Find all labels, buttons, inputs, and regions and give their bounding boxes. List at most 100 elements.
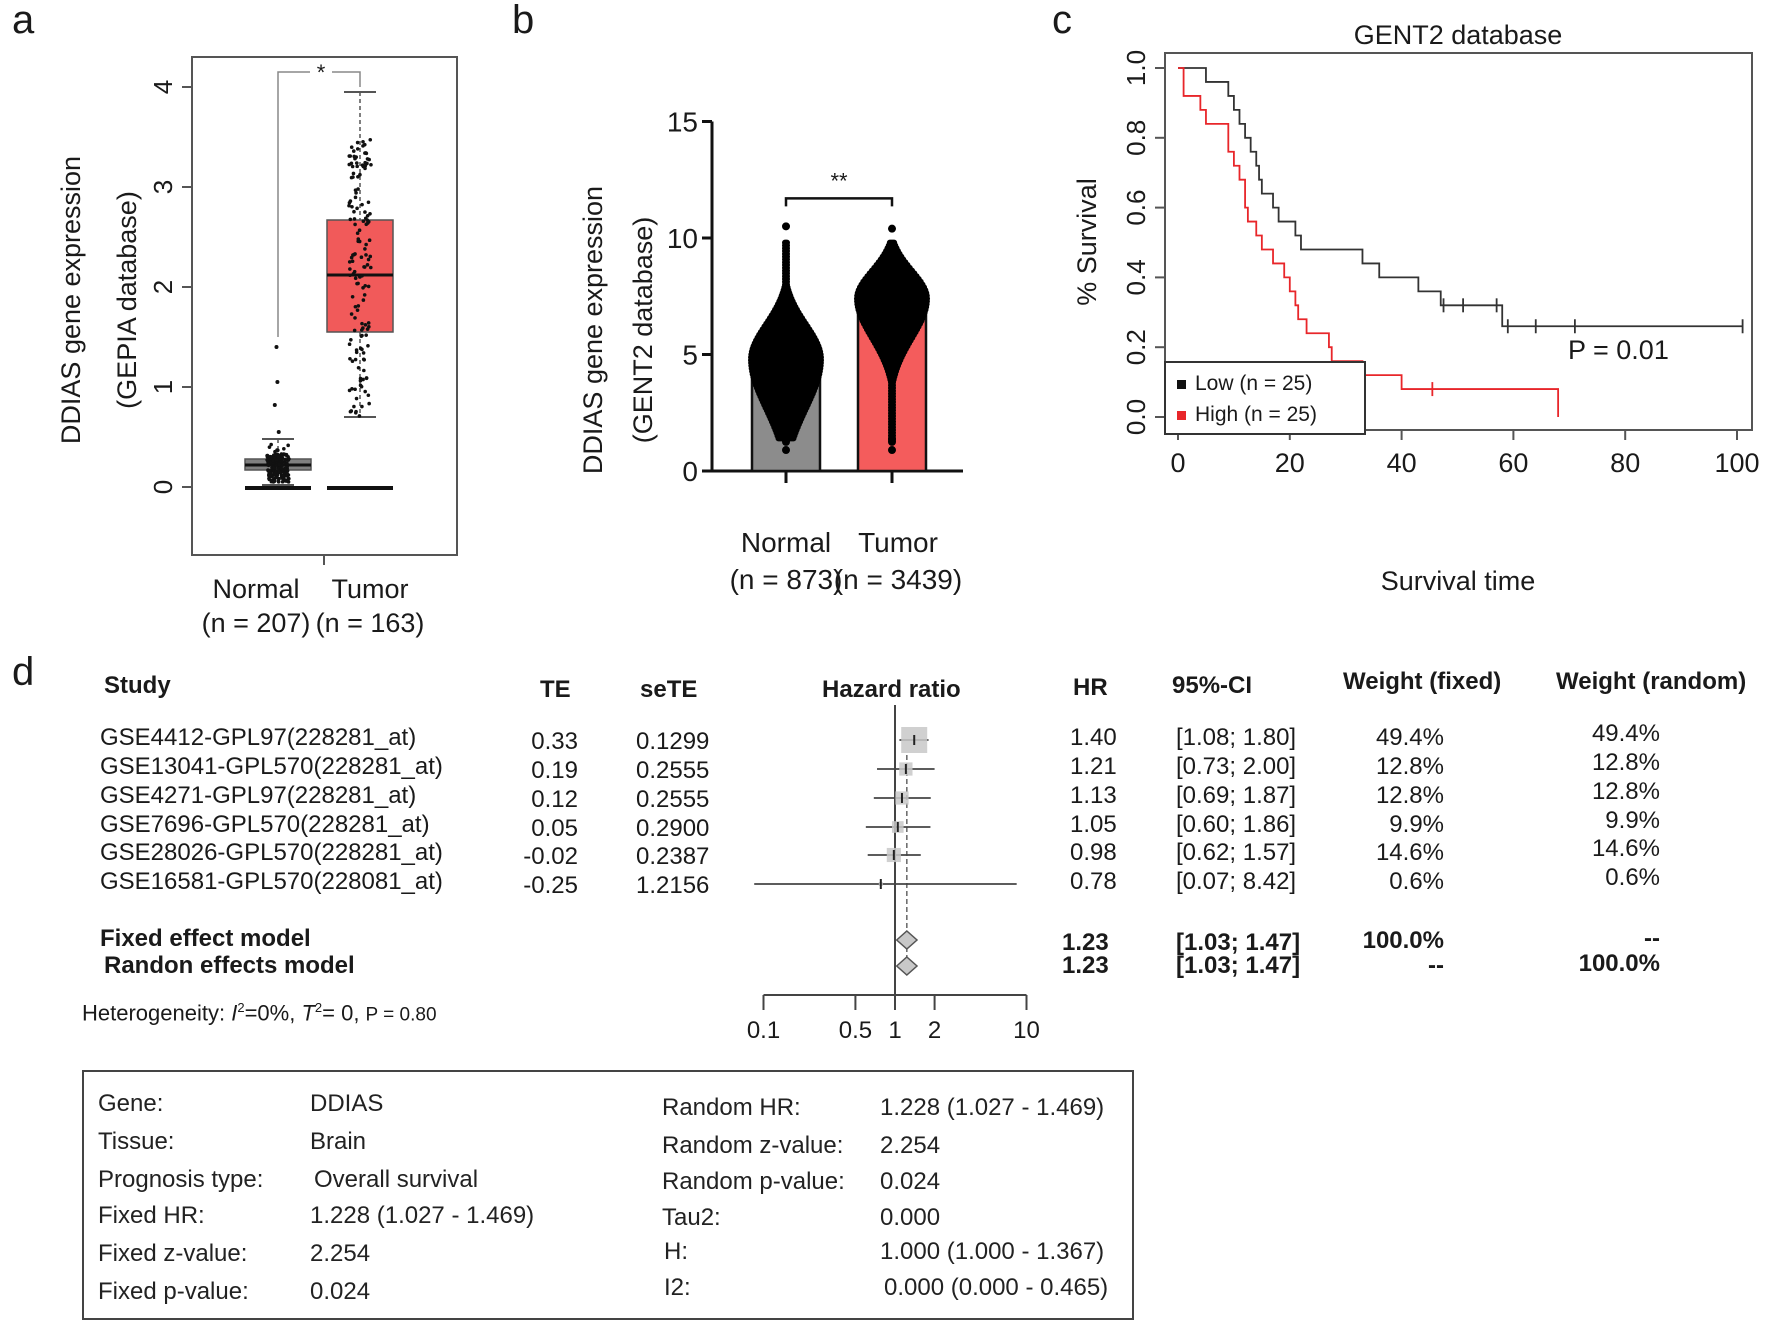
- study-name: GSE16581-GPL570(228081_at): [100, 868, 443, 895]
- jitter-point: [282, 447, 286, 451]
- jitter-point: [364, 242, 368, 247]
- jitter-point: [364, 222, 369, 227]
- jitter-point: [277, 469, 282, 474]
- study-weight-random: 9.9%: [1605, 807, 1660, 834]
- jitter-point: [266, 463, 271, 468]
- jitter-point: [369, 162, 373, 167]
- summary-model-label: Randon effects model: [104, 952, 355, 979]
- study-te: 0.12: [531, 786, 578, 813]
- jitter-point: [354, 348, 359, 352]
- jitter-point: [277, 462, 281, 467]
- jitter-point: [347, 203, 351, 208]
- jitter-point: [284, 479, 289, 483]
- legend-swatch-high: [1177, 411, 1186, 420]
- jitter-point: [273, 453, 278, 457]
- jitter-point: [360, 202, 364, 207]
- info-label: Prognosis type:: [98, 1166, 264, 1193]
- jitter-point: [277, 466, 281, 471]
- summary-diamond: [895, 955, 919, 977]
- jitter-point: [360, 347, 364, 352]
- y-tick-label: 10: [667, 223, 698, 254]
- info-value: 2.254: [310, 1240, 371, 1267]
- jitter-point: [354, 155, 358, 159]
- study-weight-random: 0.6%: [1605, 864, 1660, 891]
- jitter-point: [363, 166, 367, 171]
- study-sete: 0.2387: [636, 843, 710, 870]
- study-hr: 1.40: [1070, 724, 1117, 751]
- jitter-point: [351, 149, 356, 153]
- jitter-point: [363, 163, 368, 168]
- jitter-point: [347, 388, 352, 393]
- y-tick-label: 15: [667, 107, 698, 138]
- outlier-point: [274, 345, 279, 349]
- jitter-point: [363, 247, 367, 251]
- x-category-n: (n = 873): [730, 564, 843, 595]
- study-hr: 0.78: [1070, 868, 1117, 895]
- heterogeneity-text: Heterogeneity: I2=0%, T2= 0, P = 0.80: [82, 1000, 437, 1026]
- forest-x-tick-label: 0.1: [747, 1017, 780, 1044]
- jitter-point: [283, 457, 288, 462]
- jitter-point: [353, 304, 358, 309]
- study-sete: 0.2900: [636, 815, 710, 842]
- jitter-point: [362, 293, 367, 297]
- survival-curve-low: [1178, 67, 1743, 328]
- col-header-weight-fixed: Weight (fixed): [1343, 668, 1502, 695]
- forest-x-tick-label: 10: [1013, 1017, 1040, 1044]
- jitter-point: [364, 253, 368, 257]
- jitter-point: [348, 356, 352, 361]
- jitter-point: [350, 294, 355, 299]
- jitter-point: [360, 321, 364, 326]
- summary-ci: [1.03; 1.47]: [1176, 929, 1301, 956]
- jitter-point: [366, 284, 371, 289]
- jitter-point: [281, 452, 286, 456]
- jitter-point: [355, 206, 359, 211]
- info-label: Fixed p-value:: [98, 1278, 249, 1305]
- y-tick-label: 0: [682, 456, 698, 487]
- info-value: Brain: [310, 1128, 367, 1155]
- study-ci: [0.62; 1.57]: [1176, 839, 1297, 866]
- jitter-point: [362, 265, 366, 269]
- study-ci: [0.69; 1.87]: [1176, 782, 1297, 809]
- x-tick-label: 0: [1170, 448, 1185, 478]
- jitter-point: [368, 265, 373, 270]
- jitter-point: [368, 254, 373, 259]
- jitter-point: [357, 228, 362, 233]
- jitter-point: [265, 453, 269, 458]
- bracket-gap: [310, 64, 332, 80]
- p-value-annotation: P = 0.01: [1568, 335, 1669, 365]
- x-axis-title: Survival time: [1381, 566, 1536, 596]
- jitter-point: [348, 409, 353, 414]
- jitter-point: [365, 213, 370, 218]
- summary-hr: 1.23: [1062, 929, 1109, 956]
- y-tick-label: 5: [682, 340, 698, 371]
- i2-value: =0%,: [244, 1000, 302, 1026]
- study-te: -0.25: [523, 872, 578, 899]
- jitter-point: [286, 443, 290, 448]
- y-tick-label: 0.2: [1121, 329, 1151, 365]
- jitter-point: [350, 204, 354, 209]
- forest-x-tick-label: 2: [928, 1017, 941, 1044]
- col-header-hazard-ratio: Hazard ratio: [822, 676, 961, 703]
- jitter-point: [361, 139, 365, 144]
- x-tick-label: 80: [1610, 448, 1640, 478]
- jitter-point: [368, 137, 373, 142]
- jitter-point: [353, 222, 357, 227]
- study-hr: 1.05: [1070, 811, 1117, 838]
- jitter-point: [365, 157, 370, 161]
- jitter-point: [357, 239, 362, 244]
- info-label: Gene:: [98, 1090, 164, 1117]
- swarm-point: [888, 435, 896, 444]
- summary-weight-random: 100.0%: [1578, 950, 1660, 977]
- study-te: -0.02: [523, 843, 578, 870]
- study-sete: 1.2156: [636, 872, 710, 899]
- jitter-point: [361, 351, 366, 355]
- panel-letter-d: d: [12, 650, 35, 694]
- study-hr: 1.21: [1070, 753, 1117, 780]
- jitter-point: [285, 471, 289, 476]
- jitter-point: [347, 342, 352, 347]
- chart-title: GENT2 database: [1354, 20, 1563, 50]
- summary-hr: 1.23: [1062, 952, 1109, 979]
- jitter-point: [352, 209, 356, 214]
- info-value: Overall survival: [314, 1166, 479, 1193]
- study-name: GSE13041-GPL570(228281_at): [100, 753, 443, 780]
